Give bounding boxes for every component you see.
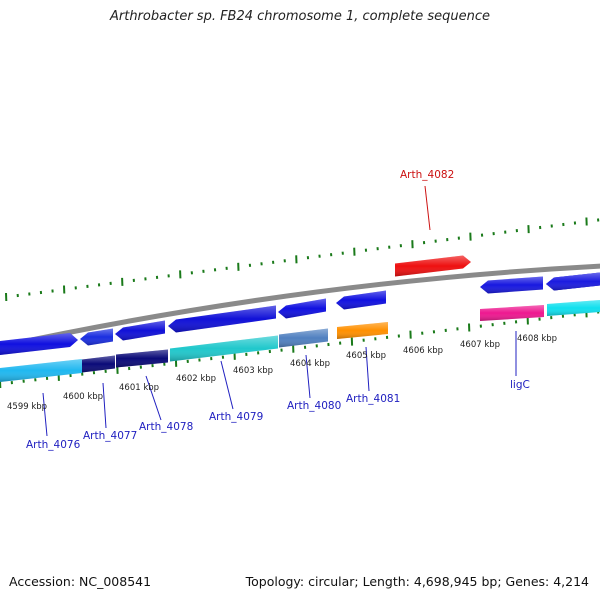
kbp-label: 4602 kbp xyxy=(176,374,216,384)
chromosome-backbone xyxy=(0,263,600,350)
gene-feature-shading xyxy=(279,328,328,348)
gene-feature-shading xyxy=(337,322,388,339)
leader-line xyxy=(102,382,107,429)
gene-label: Arth_4078 xyxy=(139,421,193,433)
gene-feature-shading xyxy=(115,320,165,341)
page-title: Arthrobacter sp. FB24 chromosome 1, comp… xyxy=(109,9,491,24)
gene-features xyxy=(0,255,600,382)
gene-feature-shading xyxy=(480,305,544,321)
kbp-label: 4600 kbp xyxy=(63,392,103,402)
kbp-label: 4607 kbp xyxy=(460,340,500,350)
gene-label: Arth_4082 xyxy=(400,169,454,181)
leader-line xyxy=(365,346,370,392)
kbp-label: 4604 kbp xyxy=(290,359,330,369)
gene-feature-shading xyxy=(480,276,543,294)
gene-feature-shading xyxy=(0,333,78,355)
kbp-axis-labels: 4599 kbp 4600 kbp 4601 kbp 4602 kbp 4603 kbp… xyxy=(7,334,557,412)
kbp-label: 4603 kbp xyxy=(233,366,273,376)
gene-feature-shading xyxy=(82,355,115,373)
kbp-label: 4599 kbp xyxy=(7,402,47,412)
gene-label: ligC xyxy=(510,379,530,391)
gene-feature-shading xyxy=(395,255,471,277)
accession-text: Accession: NC_008541 xyxy=(9,574,152,589)
outer-tick-ring xyxy=(5,217,600,302)
gene-feature-shading xyxy=(547,300,600,316)
kbp-label: 4605 kbp xyxy=(346,351,386,361)
gene-feature-shading xyxy=(546,272,600,291)
gene-label: Arth_4080 xyxy=(287,400,341,412)
kbp-label: 4606 kbp xyxy=(403,346,443,356)
kbp-label: 4608 kbp xyxy=(517,334,557,344)
kbp-label: 4601 kbp xyxy=(119,383,159,393)
gene-feature-shading xyxy=(336,290,386,310)
label-leader-lines xyxy=(42,185,517,437)
leader-line xyxy=(305,354,311,399)
gene-feature-shading xyxy=(170,335,278,362)
gene-label: Arth_4079 xyxy=(209,411,263,423)
gene-label: Arth_4076 xyxy=(26,439,81,451)
topology-text: Topology: circular; Length: 4,698,945 bp… xyxy=(245,574,589,589)
gene-feature-shading xyxy=(0,359,82,382)
gene-feature-shading xyxy=(278,298,326,319)
gene-label: Arth_4077 xyxy=(83,430,137,442)
gene-feature-shading xyxy=(80,328,113,346)
gene-label: Arth_4081 xyxy=(346,393,400,405)
leader-line xyxy=(145,375,162,421)
gene-feature-shading xyxy=(116,349,168,368)
inner-tick-ring xyxy=(0,309,600,389)
leader-line xyxy=(42,392,48,437)
gene-feature-shading xyxy=(168,305,276,333)
leader-line xyxy=(220,360,234,410)
leader-line xyxy=(424,185,431,231)
